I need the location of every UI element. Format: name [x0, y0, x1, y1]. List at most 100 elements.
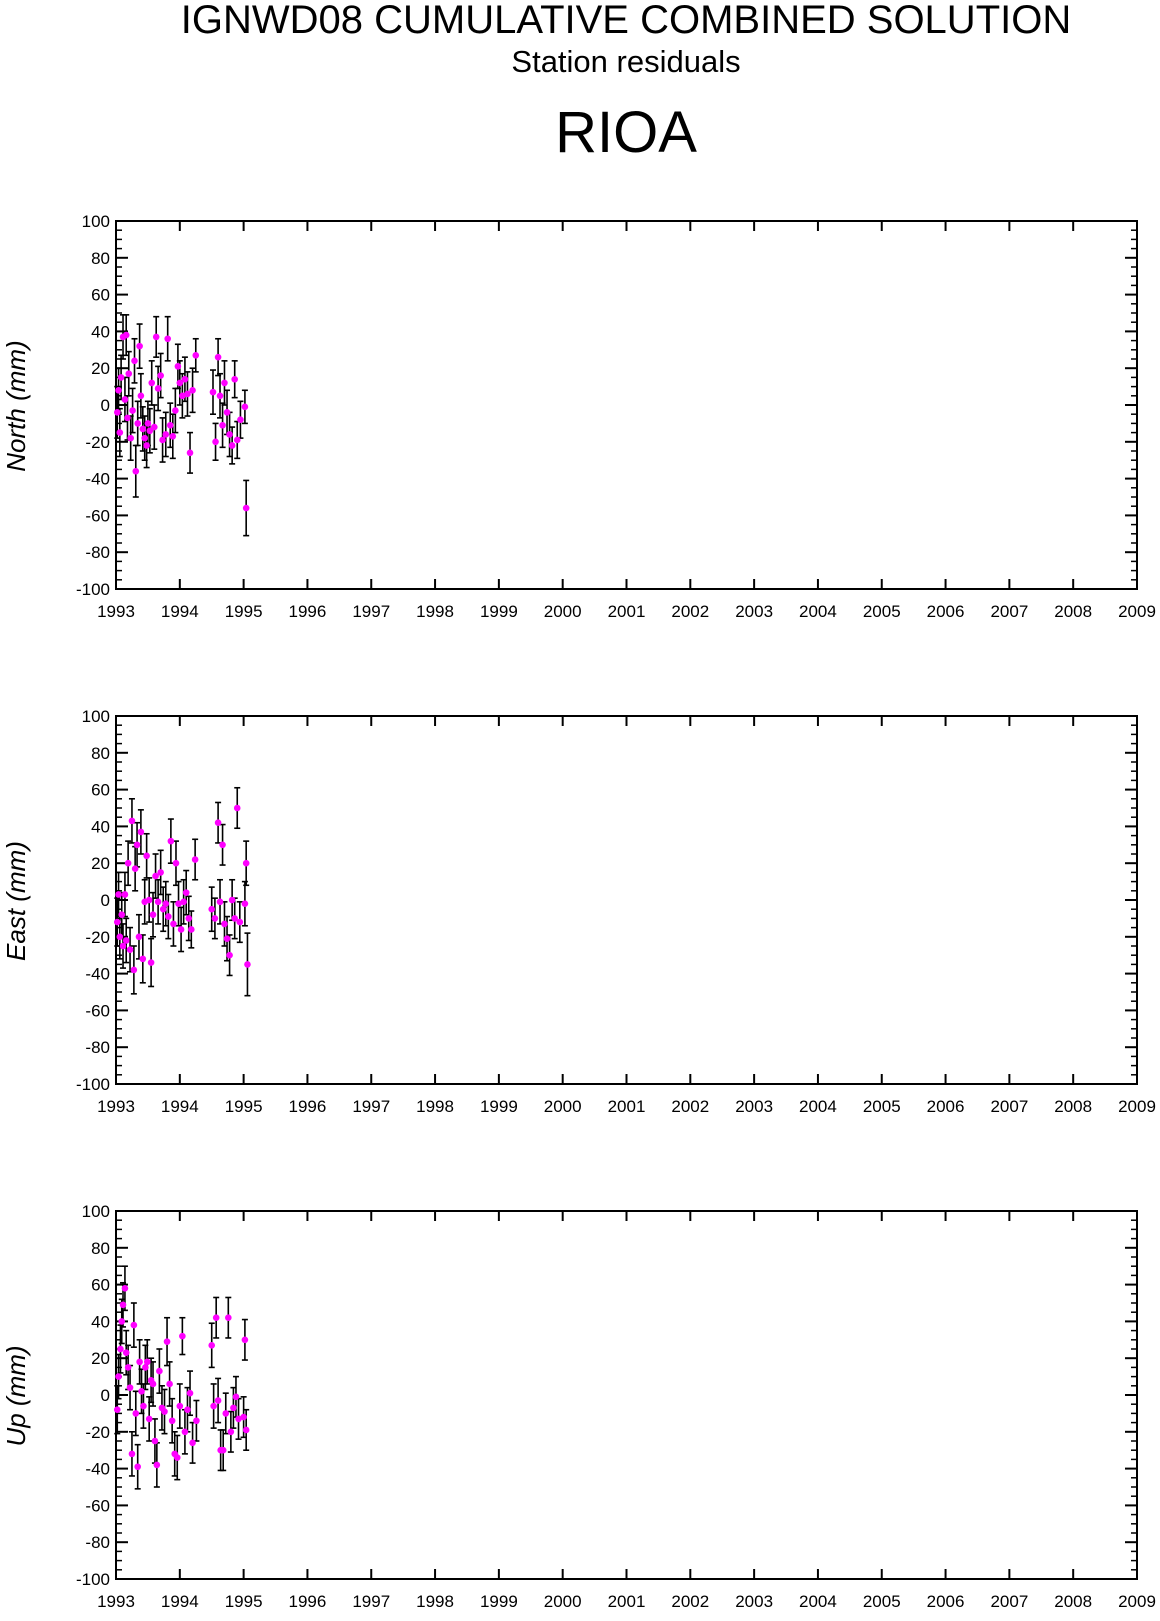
north-ytick-label: -60 — [85, 506, 110, 525]
up-ytick-label: -40 — [85, 1460, 110, 1479]
up-data-point — [126, 1384, 134, 1391]
up-data-point — [143, 1358, 151, 1366]
east-ytick-label: 80 — [91, 744, 110, 763]
up-ytick-label: 20 — [91, 1349, 110, 1368]
north-ytick-label: -80 — [85, 543, 110, 562]
up-data-point — [193, 1417, 200, 1425]
east-data-point — [208, 905, 216, 913]
east-data-point — [130, 966, 138, 974]
east-ytick-label: 40 — [91, 817, 110, 836]
up-ytick-label: 60 — [91, 1276, 110, 1295]
east-residuals-panel: East (mm) -100 -80 -60 -40 -20 0 20 40 60 80 100 19… — [1, 707, 1156, 1116]
east-data-point — [244, 961, 251, 968]
east-ytick-label: -20 — [85, 928, 110, 947]
north-data-point — [152, 333, 160, 341]
up-data-point — [176, 1402, 184, 1410]
north-ytick-label: 20 — [91, 359, 110, 378]
north-data-point — [115, 386, 122, 394]
up-data-point — [117, 1345, 124, 1353]
up-data-point — [240, 1413, 247, 1421]
north-data-point — [125, 370, 133, 378]
north-xtick-label: 2001 — [608, 602, 646, 621]
east-xtick-label: 2009 — [1118, 1097, 1156, 1116]
east-data-point — [139, 955, 147, 963]
east-data-point — [167, 837, 175, 845]
north-data-point — [221, 379, 228, 387]
north-data-point — [192, 352, 200, 359]
north-data-point — [219, 421, 226, 429]
up-data-point — [222, 1410, 230, 1417]
north-data-point — [157, 372, 164, 379]
up-data-point — [113, 1406, 121, 1414]
up-xtick-label: 2005 — [863, 1592, 901, 1611]
up-data-point — [242, 1426, 250, 1434]
up-data-point — [161, 1408, 168, 1415]
up-xtick-label: 2002 — [671, 1592, 709, 1611]
north-data-point — [148, 379, 156, 387]
up-data-point — [225, 1314, 232, 1322]
up-data-point — [163, 1338, 171, 1345]
north-xtick-label: 1999 — [480, 602, 518, 621]
north-data-point — [122, 331, 130, 339]
up-data-point — [186, 1389, 194, 1397]
east-data-point — [233, 804, 241, 812]
up-xtick-label: 2007 — [990, 1592, 1028, 1611]
east-data-point — [133, 841, 141, 849]
up-data-point — [115, 1373, 122, 1380]
east-ytick-label: -40 — [85, 965, 110, 984]
east-ytick-label: -100 — [76, 1075, 110, 1094]
north-xtick-label: 2002 — [671, 602, 709, 621]
north-data-point — [231, 375, 238, 383]
east-data-point — [228, 896, 236, 904]
north-data-point — [131, 357, 138, 365]
east-ytick-label: -60 — [85, 1001, 110, 1020]
east-xtick-label: 2007 — [990, 1097, 1028, 1116]
up-data-point — [151, 1437, 159, 1445]
east-data-point — [175, 900, 182, 907]
up-xtick-label: 1993 — [97, 1592, 135, 1611]
north-data-point — [172, 407, 179, 414]
east-xtick-label: 1997 — [352, 1097, 390, 1116]
north-data-point — [212, 438, 219, 446]
east-data-point — [191, 856, 199, 863]
east-data-point — [219, 841, 226, 849]
figure-title: IGNWD08 CUMULATIVE COMBINED SOLUTION — [181, 0, 1071, 42]
north-ytick-label: -20 — [85, 433, 110, 452]
north-ytick-label: -40 — [85, 470, 110, 489]
north-data-point — [214, 353, 222, 361]
up-data-point — [132, 1410, 140, 1417]
north-data-point — [186, 449, 194, 457]
east-data-point — [221, 920, 228, 928]
up-data-point — [118, 1318, 126, 1325]
north-ytick-label: -100 — [76, 580, 110, 599]
north-xtick-label: 2003 — [735, 602, 773, 621]
east-data-point — [236, 918, 244, 926]
north-data-point — [132, 467, 140, 475]
up-data-point — [235, 1415, 242, 1423]
north-xtick-label: 1993 — [97, 602, 135, 621]
north-xtick-label: 1998 — [416, 602, 454, 621]
north-data-point — [241, 403, 249, 411]
north-data-point — [141, 434, 149, 442]
north-xtick-label: 1994 — [161, 602, 199, 621]
north-data-point — [189, 386, 196, 394]
up-xtick-label: 2006 — [927, 1592, 965, 1611]
east-data-point — [226, 951, 233, 959]
east-ytick-label: 100 — [82, 707, 110, 726]
east-ytick-label: 0 — [101, 891, 110, 910]
north-data-point — [137, 392, 145, 400]
up-plot-frame — [115, 1210, 1138, 1580]
north-data-point — [124, 414, 131, 422]
up-xtick-label: 1996 — [289, 1592, 327, 1611]
up-ytick-label: -100 — [76, 1570, 110, 1589]
east-xtick-label: 2008 — [1054, 1097, 1092, 1116]
east-data-point — [128, 817, 136, 825]
east-data-point — [113, 918, 121, 926]
north-data-point — [209, 388, 217, 396]
up-data-point — [138, 1388, 145, 1395]
east-xtick-label: 1996 — [289, 1097, 327, 1116]
north-data-point — [162, 431, 170, 438]
station-name: RIOA — [555, 100, 697, 165]
north-data-point — [117, 374, 125, 381]
east-xtick-label: 1994 — [161, 1097, 199, 1116]
